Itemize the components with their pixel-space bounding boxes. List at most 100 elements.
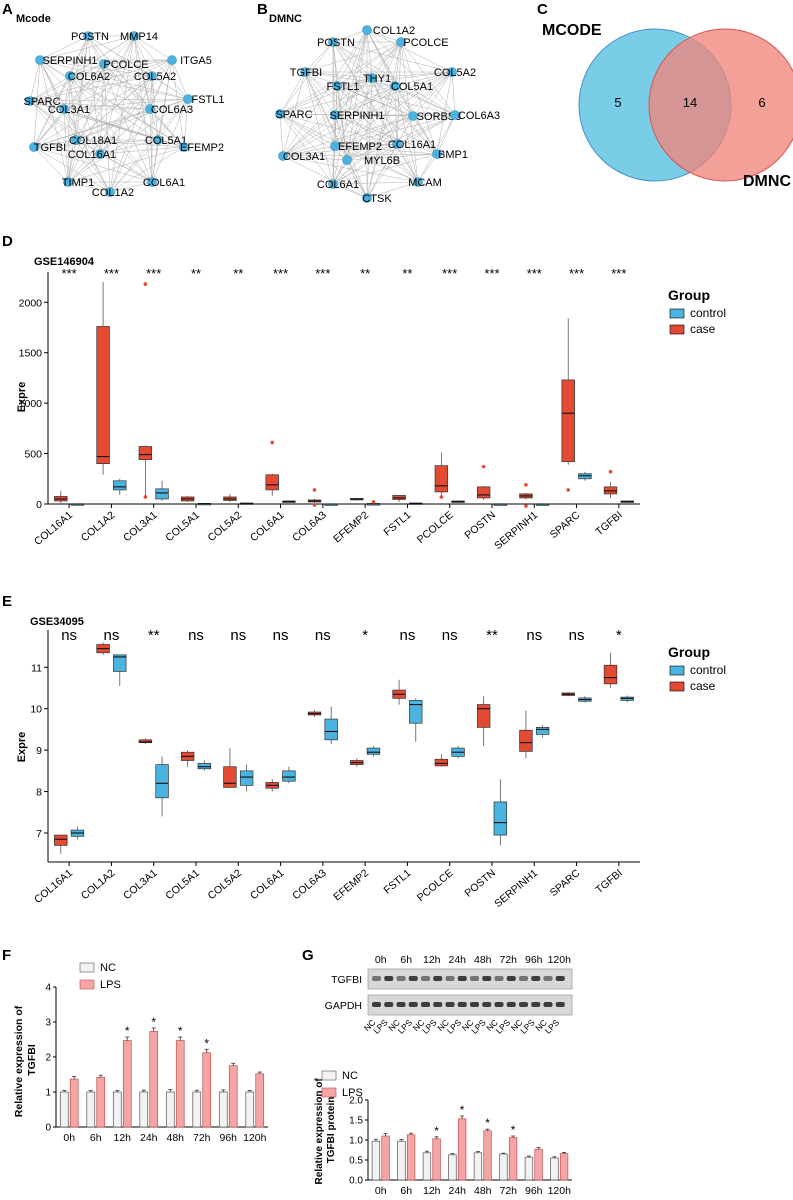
bar-nc-6h xyxy=(397,1140,406,1181)
dmnc-node-label: TGFBI xyxy=(290,67,322,79)
panel-b-network: B DMNC COL1A2 POSTN PCOLCE TGFBI THY1 COL5A2 F… xyxy=(257,1,500,205)
dmnc-edge xyxy=(334,145,438,155)
dmnc-edge xyxy=(282,115,414,157)
dmnc-edge xyxy=(336,77,373,87)
panel-f-legend-nc: NC xyxy=(100,962,116,974)
dmnc-edge xyxy=(366,29,402,43)
mcode-edge xyxy=(75,98,189,141)
dmnc-edge xyxy=(336,85,414,117)
x-tick-label: COL16A1 xyxy=(32,867,75,906)
blot-lane-label: LPS xyxy=(543,1017,562,1036)
significance-label: *** xyxy=(611,266,626,281)
box-outlier-control xyxy=(371,500,376,504)
dmnc-node-mcam xyxy=(413,177,423,187)
mcode-edge xyxy=(109,181,153,193)
dmnc-node-label: SERPINH1 xyxy=(329,110,384,122)
dmnc-node-label: COL5A1 xyxy=(391,81,433,93)
venn-label-dmnc: DMNC xyxy=(743,173,791,190)
dmnc-edge xyxy=(282,155,368,199)
blot-band-tgfbi xyxy=(408,976,418,981)
mcode-node-col5a1 xyxy=(153,135,163,145)
dmnc-edge xyxy=(282,85,396,157)
mcode-edge xyxy=(157,98,189,141)
dmnc-edge xyxy=(436,114,456,155)
dmnc-edge xyxy=(346,153,438,161)
dmnc-edge xyxy=(282,71,453,157)
mcode-edge xyxy=(75,139,185,148)
panel-f-legend-lps: LPS xyxy=(100,979,121,991)
box-outlier-case xyxy=(481,464,486,469)
panel-g-ylabel-line1: Relative expression of xyxy=(314,1078,325,1185)
mcode-node-col6a1 xyxy=(147,177,157,187)
mcode-node-col3a1 xyxy=(59,104,69,114)
dmnc-edge xyxy=(332,143,398,185)
dmnc-node-label: POSTN xyxy=(317,37,355,49)
x-tick-label: COL6A3 xyxy=(290,509,329,544)
dmnc-edge xyxy=(400,41,456,116)
mcode-edge xyxy=(39,59,105,65)
dmnc-edge xyxy=(282,114,336,157)
significance-label: *** xyxy=(273,266,288,281)
dmnc-node-fstl1 xyxy=(332,81,342,91)
panel-d-letter: D xyxy=(2,233,13,250)
mcode-edge xyxy=(39,35,135,61)
box-outlier-case xyxy=(143,495,148,499)
dmnc-node-col5a1 xyxy=(390,81,400,91)
dmnc-edge xyxy=(366,29,373,79)
panel-e-legend-title: Group xyxy=(668,644,710,660)
mcode-node-postn xyxy=(83,31,93,41)
mcode-edge xyxy=(67,75,153,183)
dmnc-edge xyxy=(334,114,419,183)
panel-e-dataset: GSE34095 xyxy=(30,616,84,628)
significance-label: ns xyxy=(273,627,289,644)
mcode-node-serpinh1 xyxy=(35,55,45,65)
dmnc-node-label: THY1 xyxy=(363,73,391,85)
dmnc-edges xyxy=(279,29,456,199)
dmnc-edge xyxy=(332,145,336,185)
significance-label: * xyxy=(204,1036,209,1050)
mcode-edge xyxy=(33,108,65,148)
panel-f-legend-lps-swatch xyxy=(79,979,95,990)
dmnc-edge xyxy=(336,85,438,155)
y-tick-label: 1.5 xyxy=(349,1116,363,1127)
mcode-node-col18a1 xyxy=(71,135,81,145)
dmnc-edge xyxy=(336,85,456,116)
mcode-node-label: COL16A1 xyxy=(68,149,116,161)
box-case-tgfbi xyxy=(603,664,618,685)
blot-row-label: GAPDH xyxy=(325,1000,362,1012)
dmnc-edge xyxy=(366,85,396,199)
x-tick-label: COL16A1 xyxy=(32,509,75,548)
x-tick-label: SPARC xyxy=(548,509,583,541)
y-tick-label: 500 xyxy=(24,449,42,461)
blot-timepoint-label: 24h xyxy=(448,954,466,966)
dmnc-edge xyxy=(366,181,419,199)
mcode-edge xyxy=(29,75,153,102)
mcode-edge xyxy=(33,75,71,148)
mcode-edge xyxy=(133,35,153,77)
significance-label: * xyxy=(511,1123,516,1137)
bar-lps-12h xyxy=(432,1138,441,1181)
x-tick-label: COL5A1 xyxy=(163,867,202,902)
x-tick-label: COL3A1 xyxy=(121,509,160,544)
mcode-edge xyxy=(133,35,189,100)
box-control-col6a1 xyxy=(282,770,296,782)
x-tick-label: 96h xyxy=(525,1185,543,1197)
mcode-edge xyxy=(29,98,189,102)
mcode-node-label: EFEMP2 xyxy=(180,142,224,154)
y-tick-label: 0.5 xyxy=(349,1156,363,1167)
mcode-edge xyxy=(99,153,153,183)
dmnc-node-label: PCOLCE xyxy=(403,37,448,49)
box-case-pcolce xyxy=(434,758,449,767)
blot-band-tgfbi xyxy=(555,976,565,981)
mcode-edge xyxy=(69,63,105,77)
box-outlier-case xyxy=(143,282,148,286)
significance-label: ns xyxy=(104,627,120,644)
dmnc-edge xyxy=(332,181,419,185)
dmnc-edge xyxy=(334,85,396,116)
box-control-col5a2 xyxy=(239,770,254,786)
blot-band-gapdh xyxy=(555,1002,565,1007)
x-tick-label: COL1A2 xyxy=(79,867,118,902)
panel-d-boxplot: D GSE146904 Expre Group control case 0 50… xyxy=(2,233,726,552)
mcode-node-label: COL6A3 xyxy=(151,104,193,116)
panel-d-dataset: GSE146904 xyxy=(34,256,95,268)
